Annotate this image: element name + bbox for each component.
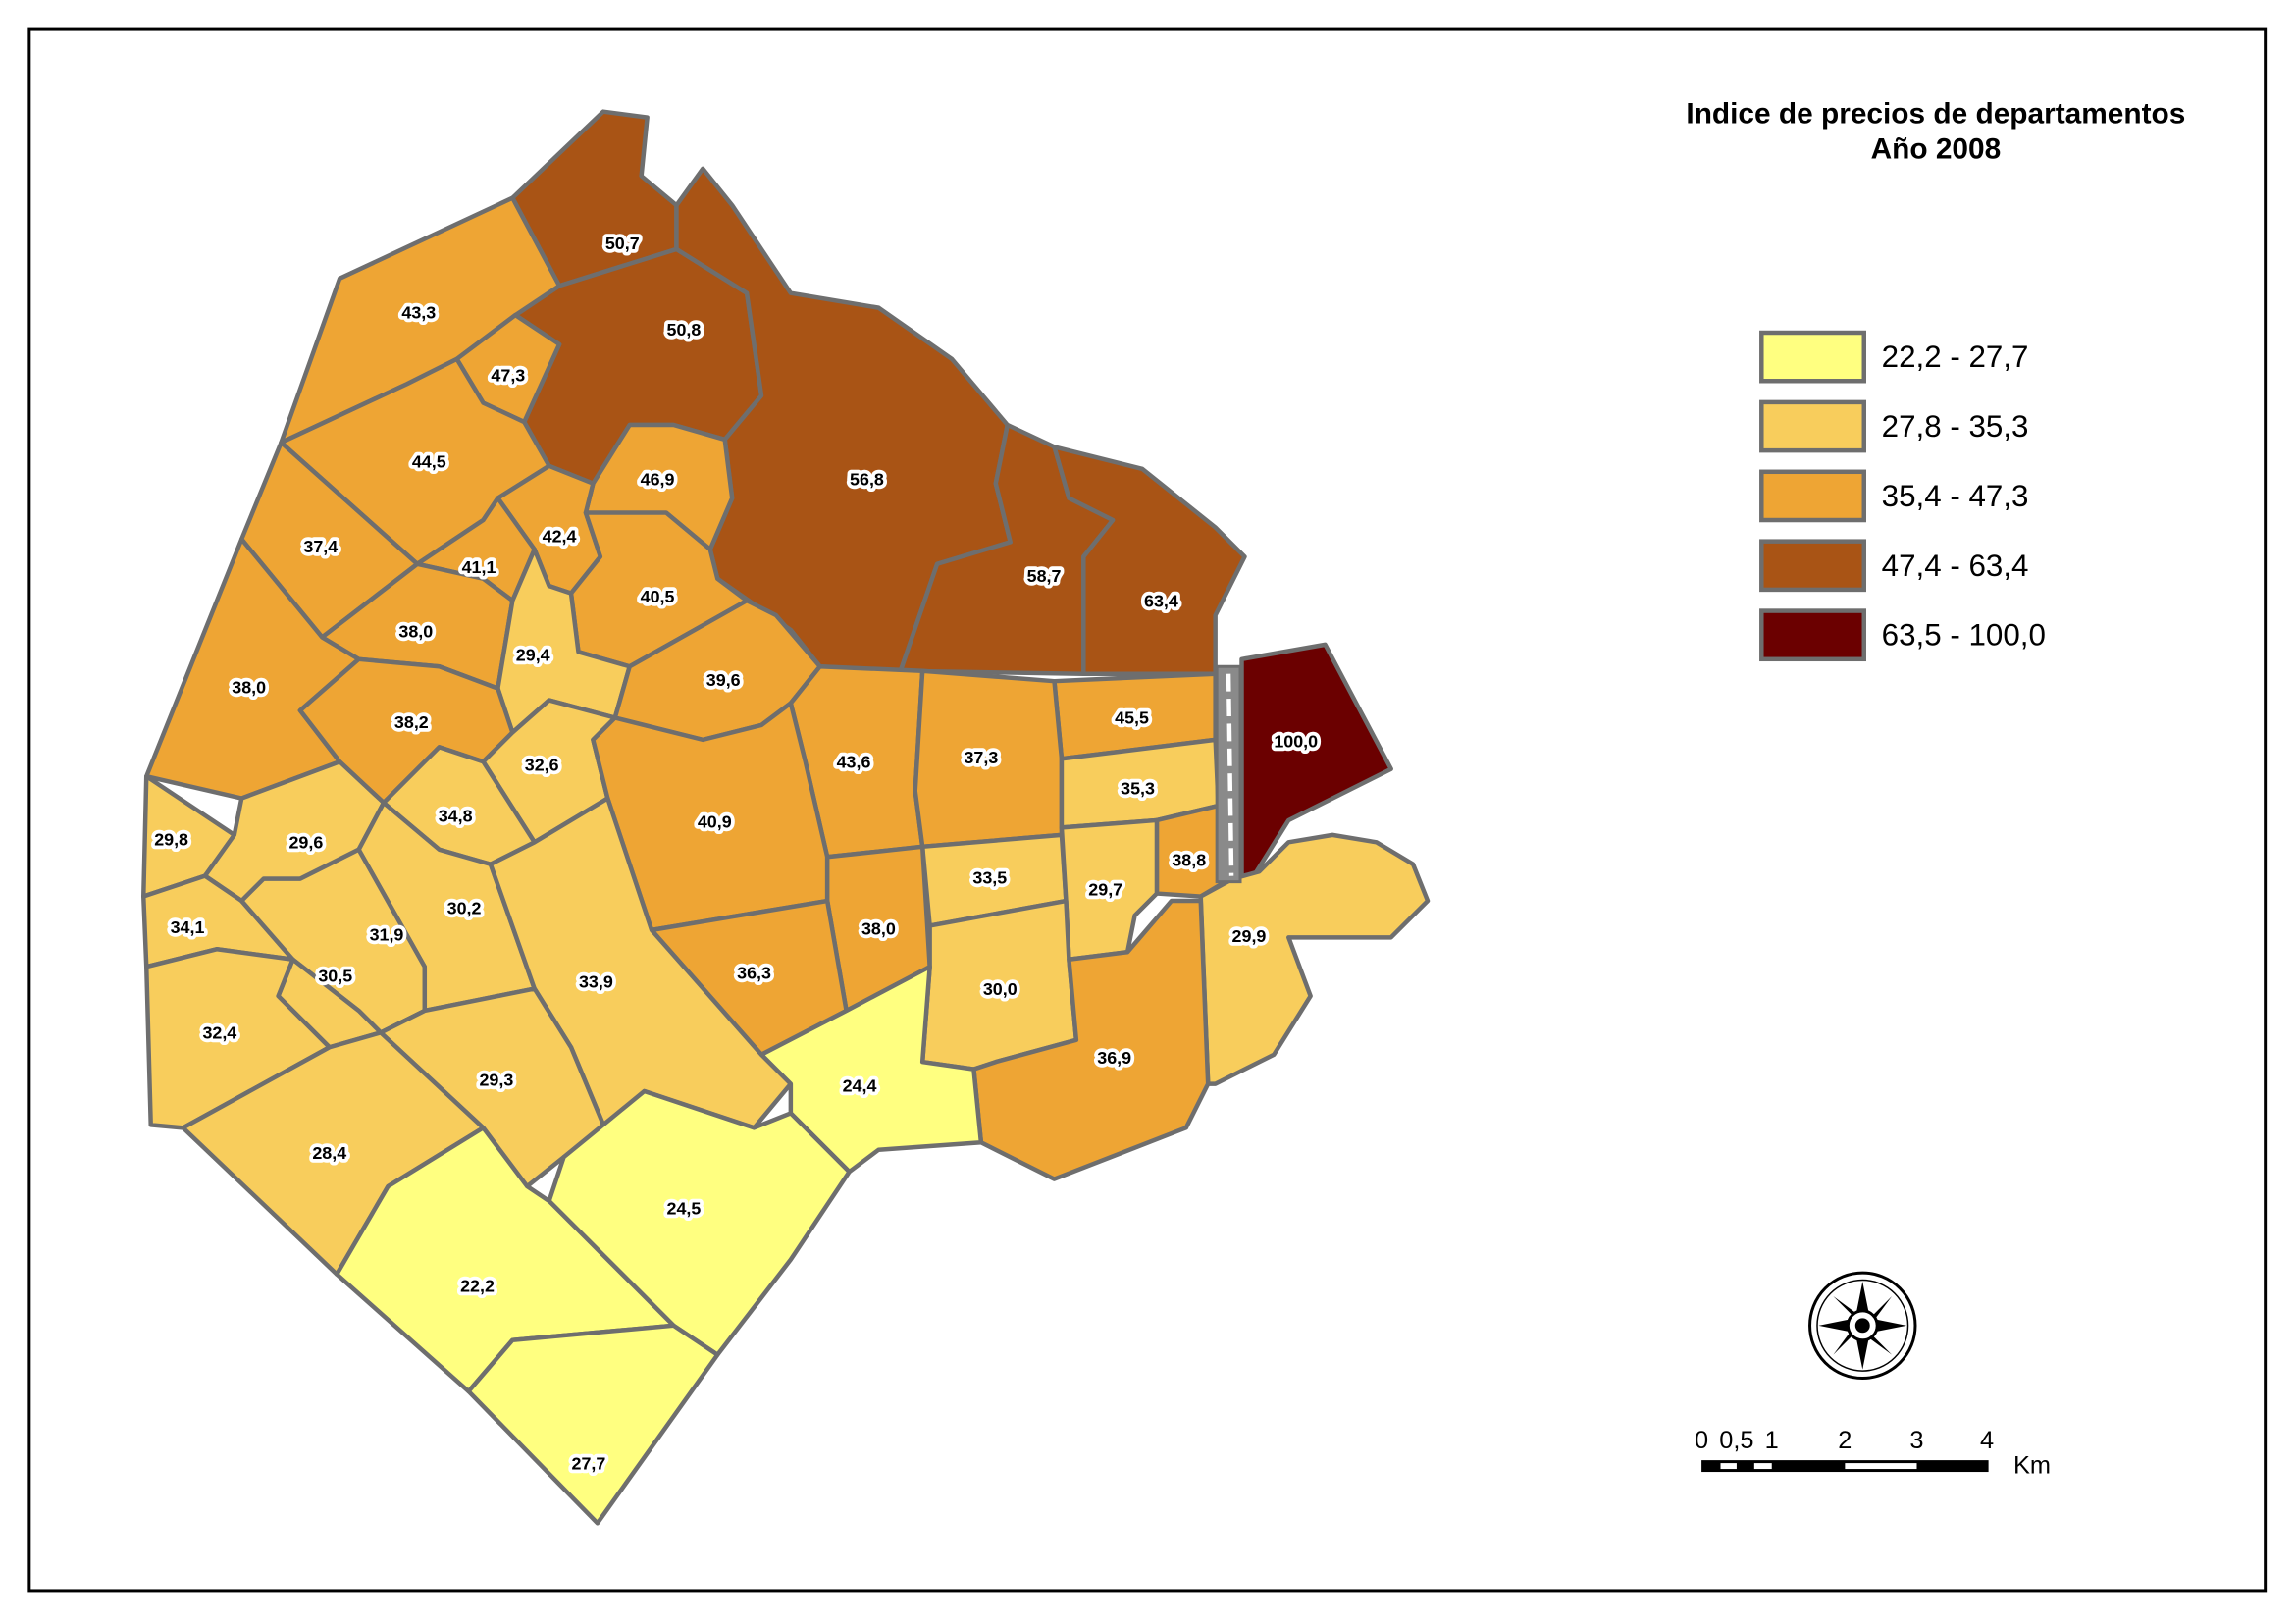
region-label: 30,5 bbox=[318, 966, 352, 985]
region-label: 29,9 bbox=[1232, 926, 1267, 946]
legend-label: 27,8 - 35,3 bbox=[1882, 409, 2029, 444]
region-label: 37,3 bbox=[964, 748, 998, 767]
region-label: 50,8 bbox=[667, 320, 702, 340]
region-label: 33,5 bbox=[972, 867, 1007, 887]
compass-ring bbox=[1816, 1279, 1909, 1372]
legend-label: 63,5 - 100,0 bbox=[1882, 618, 2046, 653]
scale-unit: Km bbox=[2013, 1452, 2051, 1480]
region bbox=[466, 1323, 720, 1526]
region-label: 29,4 bbox=[516, 646, 550, 665]
legend-label: 47,4 - 63,4 bbox=[1882, 549, 2029, 583]
region-label: 63,4 bbox=[1144, 591, 1178, 610]
region-label: 45,5 bbox=[1115, 708, 1149, 728]
region-label: 29,6 bbox=[288, 833, 323, 853]
region-label: 47,3 bbox=[491, 366, 525, 386]
region-label: 56,8 bbox=[850, 469, 884, 489]
region-label: 41,1 bbox=[462, 557, 496, 577]
legend: 22,2 - 27,7 27,8 - 35,3 35,4 - 47,3 47,4 - … bbox=[1759, 330, 2046, 662]
region-labels: 50,7 50,8 43,3 47,3 56,8 44,5 46,9 42,4 37,4 41,1… bbox=[150, 230, 1321, 1477]
region-label: 33,9 bbox=[579, 971, 613, 991]
scale-tick-label: 1 bbox=[1765, 1427, 1779, 1454]
region-label: 43,3 bbox=[401, 302, 436, 322]
legend-label: 35,4 - 47,3 bbox=[1882, 479, 2029, 513]
port-line bbox=[1226, 673, 1234, 876]
region bbox=[971, 898, 1211, 1181]
scale-bar-segment bbox=[1720, 1463, 1737, 1470]
region-label: 38,8 bbox=[1172, 850, 1206, 869]
region-label: 29,7 bbox=[1088, 879, 1122, 899]
frame bbox=[27, 27, 2268, 1593]
region-label: 38,0 bbox=[861, 919, 896, 939]
compass-center bbox=[1854, 1318, 1870, 1334]
region-label: 34,8 bbox=[439, 807, 473, 826]
region-label: 40,9 bbox=[698, 812, 732, 832]
legend-swatch bbox=[1759, 399, 1866, 453]
legend-swatch bbox=[1759, 469, 1866, 523]
scale-tick-label: 0 bbox=[1695, 1427, 1708, 1454]
region-label: 27,7 bbox=[572, 1453, 606, 1473]
region-label: 22,2 bbox=[460, 1277, 495, 1296]
legend-swatch bbox=[1759, 608, 1866, 662]
region-label: 40,5 bbox=[641, 587, 675, 606]
legend-swatch bbox=[1759, 330, 1866, 384]
region-label: 38,0 bbox=[398, 622, 433, 642]
region-label: 24,5 bbox=[667, 1199, 702, 1219]
region-label: 44,5 bbox=[412, 452, 446, 472]
regions bbox=[141, 109, 1431, 1526]
region bbox=[1052, 445, 1247, 676]
region-label: 58,7 bbox=[1027, 566, 1062, 586]
scale-tick-label: 2 bbox=[1838, 1427, 1852, 1454]
region-label: 29,3 bbox=[479, 1070, 513, 1089]
subtitle: Año 2008 bbox=[1871, 132, 2002, 165]
region-label: 38,0 bbox=[232, 677, 266, 697]
region-label: 39,6 bbox=[706, 670, 741, 690]
region-label: 38,2 bbox=[394, 712, 429, 732]
scale-tick-label: 0,5 bbox=[1719, 1427, 1753, 1454]
region-label: 37,4 bbox=[303, 537, 338, 556]
port bbox=[1215, 664, 1242, 884]
scale-bar: Km 0 0,5 1 2 3 4 bbox=[1695, 1427, 2051, 1479]
legend-label: 22,2 - 27,7 bbox=[1882, 340, 2029, 374]
region bbox=[1198, 832, 1431, 1086]
region bbox=[143, 947, 333, 1130]
region-label: 28,4 bbox=[312, 1143, 346, 1163]
scale-tick-label: 3 bbox=[1909, 1427, 1923, 1454]
region-label: 31,9 bbox=[370, 925, 404, 945]
region-label: 32,4 bbox=[202, 1023, 236, 1043]
region-label: 30,0 bbox=[983, 979, 1018, 999]
region-label: 30,2 bbox=[447, 899, 482, 918]
region-label: 29,8 bbox=[154, 830, 188, 850]
scale-bar-segment bbox=[1845, 1463, 1917, 1470]
north-arrow bbox=[1808, 1271, 1917, 1381]
region-label: 46,9 bbox=[641, 469, 675, 489]
scale-tick-label: 4 bbox=[1980, 1427, 1994, 1454]
region-label: 34,1 bbox=[171, 917, 205, 937]
region-label: 24,4 bbox=[843, 1075, 877, 1095]
region-label: 42,4 bbox=[543, 527, 577, 547]
region-label: 35,3 bbox=[1121, 778, 1155, 798]
region-label: 32,6 bbox=[525, 755, 559, 774]
region-label: 36,9 bbox=[1097, 1048, 1131, 1068]
region-label: 100,0 bbox=[1274, 732, 1318, 752]
region-label: 36,3 bbox=[737, 963, 771, 982]
region-label: 50,7 bbox=[605, 234, 640, 253]
title: Indice de precios de departamentos bbox=[1686, 98, 2185, 131]
region-label: 43,6 bbox=[837, 752, 871, 771]
legend-swatch bbox=[1759, 539, 1866, 593]
scale-bar-segment bbox=[1753, 1463, 1772, 1470]
